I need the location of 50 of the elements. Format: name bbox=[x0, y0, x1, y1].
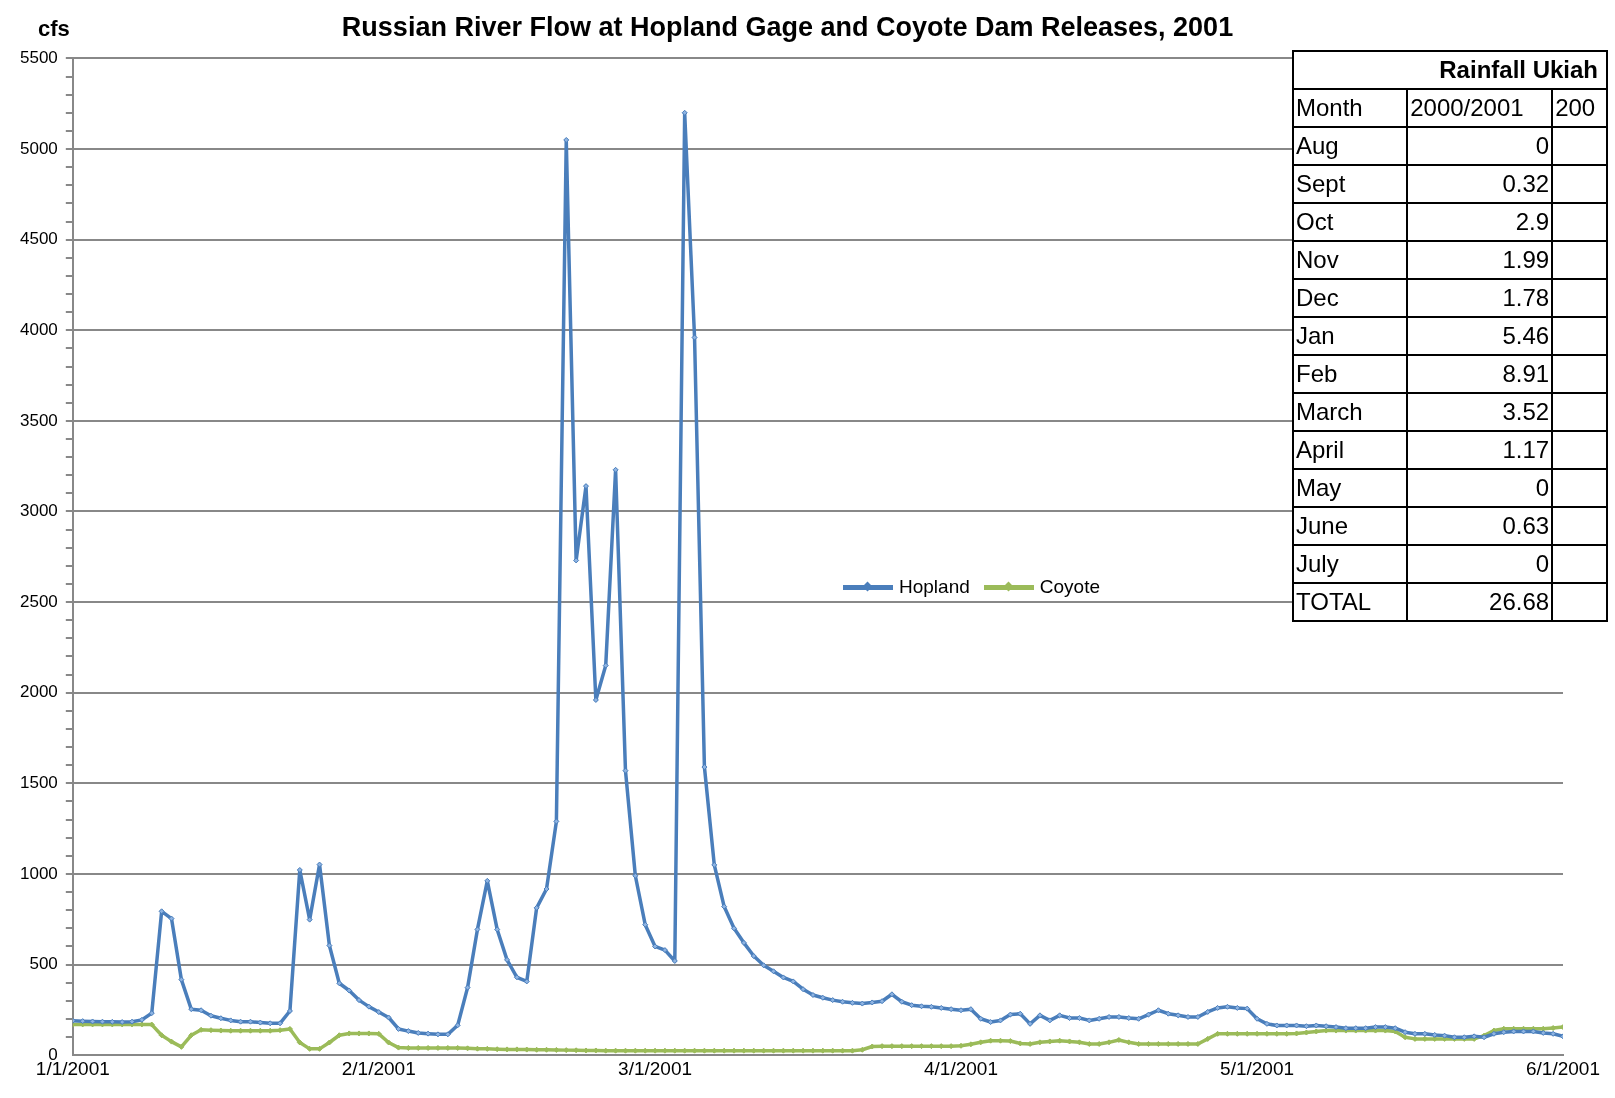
y-tick-label: 1000 bbox=[19, 863, 58, 883]
data-label: 5.46 bbox=[1407, 317, 1553, 355]
data-label: 1.17 bbox=[1407, 431, 1553, 469]
annotation: Month bbox=[1293, 89, 1408, 127]
category-label: March bbox=[1293, 393, 1408, 431]
category-label: Jan bbox=[1293, 317, 1408, 355]
data-label: 0.32 bbox=[1407, 165, 1553, 203]
legend-label: Hopland bbox=[899, 576, 970, 598]
data-label: 26.68 bbox=[1407, 583, 1553, 621]
y-tick-label: 2500 bbox=[19, 591, 58, 611]
data-label: 1.99 bbox=[1407, 241, 1553, 279]
text: Rainfall Ukiah bbox=[1293, 51, 1607, 89]
chart-title: Russian River Flow at Hopland Gage and Coyote Dam Releases, 2001 bbox=[341, 11, 1234, 42]
x-tick-label: 5/1/2001 bbox=[1220, 1057, 1295, 1079]
category-label: Dec bbox=[1293, 279, 1408, 317]
annotation: 200 bbox=[1552, 89, 1607, 127]
y-tick-label: 5000 bbox=[19, 138, 58, 158]
y-tick-label: 4500 bbox=[19, 229, 58, 249]
category-label: April bbox=[1293, 431, 1408, 469]
category-label: Oct bbox=[1293, 203, 1408, 241]
y-tick-label: 500 bbox=[29, 954, 58, 974]
category-label: Nov bbox=[1293, 241, 1408, 279]
y-tick-label: 3500 bbox=[19, 410, 58, 430]
y-tick-label: 4000 bbox=[19, 319, 58, 339]
data-label: 8.91 bbox=[1407, 355, 1553, 393]
category-label: Aug bbox=[1293, 127, 1408, 165]
category-label: Sept bbox=[1293, 165, 1408, 203]
y-tick-label: 2000 bbox=[19, 682, 58, 702]
data-label: 0 bbox=[1407, 545, 1553, 583]
annotation: 2000/2001 bbox=[1407, 89, 1553, 127]
data-label: 3.52 bbox=[1407, 393, 1553, 431]
x-tick-label: 6/1/2001 bbox=[1526, 1057, 1600, 1079]
category-label: July bbox=[1293, 545, 1408, 583]
data-label: 0 bbox=[1407, 469, 1553, 507]
category-label: June bbox=[1293, 507, 1408, 545]
category-label: May bbox=[1293, 469, 1408, 507]
x-tick-label: 2/1/2001 bbox=[341, 1057, 416, 1079]
data-label: 1.78 bbox=[1407, 279, 1553, 317]
y-tick-label: 5500 bbox=[19, 48, 58, 68]
y-tick-label: 3000 bbox=[19, 501, 58, 521]
x-tick-label: 3/1/2001 bbox=[618, 1057, 693, 1079]
category-label: Feb bbox=[1293, 355, 1408, 393]
data-label: 0.63 bbox=[1407, 507, 1553, 545]
data-label: 2.9 bbox=[1407, 203, 1553, 241]
legend-label: Coyote bbox=[1039, 576, 1100, 598]
category-label: TOTAL bbox=[1293, 583, 1408, 621]
y-axis-title: cfs bbox=[38, 16, 70, 42]
x-tick-label: 4/1/2001 bbox=[924, 1057, 998, 1079]
data-label: 0 bbox=[1407, 127, 1553, 165]
y-tick-label: 1500 bbox=[19, 773, 58, 793]
